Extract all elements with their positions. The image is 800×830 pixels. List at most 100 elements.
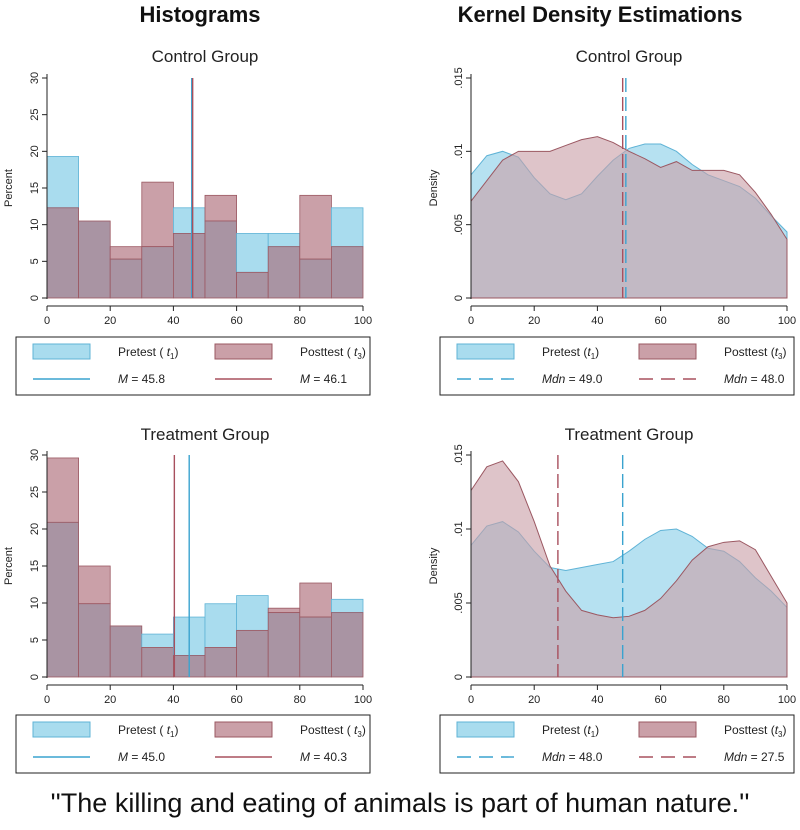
x-tick-label: 40 — [167, 315, 179, 327]
data-marks — [46, 457, 364, 678]
hist-bar-excess-3 — [109, 246, 143, 260]
legend-label-close: ) — [595, 723, 599, 737]
legend-stat-symbol: M — [118, 372, 128, 386]
x-tick-label: 0 — [468, 694, 474, 706]
hist-bar-excess-10 — [330, 207, 364, 248]
legend-swatch-pretest — [456, 343, 515, 360]
legend-label-text: Pretest ( — [542, 723, 587, 737]
legend-label-symbol: t — [354, 345, 358, 359]
figure-caption: ''The killing and eating of animals is p… — [50, 788, 750, 818]
legend: Pretest ( t1) Posttest ( t3)M = 45.0 M = 4… — [15, 714, 371, 774]
hist-bar-overlap-8 — [267, 246, 301, 299]
legend-label-posttest: Posttest (t3) — [724, 723, 786, 739]
legend-label-subscript: 1 — [591, 730, 596, 739]
y-tick-label: .005 — [453, 214, 465, 235]
x-tick-label: 20 — [528, 694, 540, 706]
legend-swatch-posttest — [638, 343, 697, 360]
hist-control-panel: Control Group Percent 0 5 10 15 20 25 30 0 20 40 60 8… — [3, 47, 372, 396]
legend-label-text: Posttest ( — [300, 723, 354, 737]
y-tick-label: 15 — [29, 560, 41, 572]
panel-title: Control Group — [152, 47, 259, 66]
y-tick-label: 0 — [29, 295, 41, 301]
legend-label-subscript: 1 — [591, 352, 596, 361]
x-tick-label: 20 — [528, 315, 540, 327]
hist-bar-excess-1 — [46, 457, 80, 523]
hist-bar-excess-9 — [299, 582, 332, 618]
legend-label-close: ) — [362, 345, 366, 359]
hist-bar-excess-6 — [204, 603, 238, 648]
hist-bar-excess-7 — [236, 595, 269, 631]
legend-swatch-posttest — [214, 721, 273, 738]
legend-label-symbol: t — [167, 345, 171, 359]
hist-bar-overlap-2 — [78, 220, 111, 299]
legend-label-symbol: t — [354, 723, 358, 737]
y-tick-label: 20 — [29, 523, 41, 535]
x-tick-label: 80 — [294, 315, 306, 327]
legend-stat-symbol: M — [118, 750, 128, 764]
x-tick-label: 40 — [591, 315, 603, 327]
y-tick-label: 5 — [29, 258, 41, 264]
hist-bar-excess-8 — [267, 233, 301, 248]
legend-swatch-pretest — [456, 721, 515, 738]
panel-title: Control Group — [576, 47, 683, 66]
legend-swatch-posttest — [638, 721, 697, 738]
legend-label-symbol: t — [775, 345, 779, 359]
y-axis-label: Density — [428, 547, 440, 584]
hist-bar-overlap-9 — [299, 258, 332, 299]
hist-bar-excess-7 — [236, 233, 269, 273]
legend-label-text: Pretest ( — [118, 345, 167, 359]
y-tick-label: 25 — [29, 109, 41, 121]
hist-bar-overlap-1 — [46, 521, 80, 678]
x-tick-label: 60 — [230, 315, 242, 327]
x-tick-label: 60 — [654, 315, 666, 327]
x-tick-label: 20 — [104, 315, 116, 327]
legend-label-close: ) — [782, 345, 786, 359]
legend-stat-posttest: M = 46.1 — [300, 372, 347, 386]
legend-label-close: ) — [174, 345, 178, 359]
hist-bar-overlap-6 — [204, 220, 238, 299]
legend-label-pretest: Pretest (t1) — [542, 723, 599, 739]
y-tick-label: 15 — [29, 182, 41, 194]
legend-label-subscript: 3 — [357, 730, 362, 739]
hist-bar-overlap-1 — [46, 207, 80, 299]
x-tick-label: 40 — [591, 694, 603, 706]
hist-bar-excess-8 — [267, 607, 301, 614]
x-tick-label: 60 — [654, 694, 666, 706]
legend-label-text: Posttest ( — [724, 345, 775, 359]
legend: Pretest (t1) Posttest (t3)Mdn = 48.0 Mdn =… — [439, 714, 795, 774]
y-tick-label: 5 — [29, 637, 41, 643]
x-tick-label: 0 — [468, 315, 474, 327]
x-tick-label: 40 — [167, 694, 179, 706]
x-tick-label: 100 — [354, 694, 372, 706]
legend-stat-value: = 49.0 — [565, 372, 602, 386]
y-tick-label: .005 — [453, 592, 465, 613]
legend-label-symbol: t — [587, 723, 591, 737]
y-tick-label: 0 — [453, 295, 465, 301]
legend-stat-pretest: M = 45.8 — [118, 372, 165, 386]
legend-label-pretest: Pretest ( t1) — [118, 345, 178, 361]
legend-swatch-pretest — [32, 343, 91, 360]
x-tick-label: 0 — [44, 315, 50, 327]
panel-title: Treatment Group — [141, 425, 270, 444]
hist-treatment-panel: Treatment Group Percent 0 5 10 15 20 25 30 0 20 40 6… — [3, 425, 372, 774]
y-tick-label: 30 — [29, 449, 41, 461]
legend-label-subscript: 1 — [170, 730, 175, 739]
legend-label-close: ) — [174, 723, 178, 737]
legend-stat-value: = 46.1 — [310, 372, 347, 386]
legend-stat-value: = 48.0 — [565, 750, 602, 764]
y-tick-label: 25 — [29, 486, 41, 498]
legend-swatch-pretest — [32, 721, 91, 738]
legend-label-pretest: Pretest ( t1) — [118, 723, 178, 739]
legend-label-text: Posttest ( — [300, 345, 354, 359]
y-axis-label: Percent — [3, 169, 15, 207]
data-marks — [470, 460, 788, 678]
legend-label-subscript: 3 — [778, 730, 783, 739]
y-tick-label: .01 — [453, 521, 465, 536]
hist-bar-overlap-7 — [236, 629, 269, 678]
x-tick-label: 0 — [44, 694, 50, 706]
hist-bar-overlap-5 — [172, 233, 206, 299]
y-tick-label: .015 — [453, 444, 465, 465]
legend-stat-posttest: Mdn = 27.5 — [724, 750, 785, 764]
density-area-posttest — [470, 460, 788, 678]
